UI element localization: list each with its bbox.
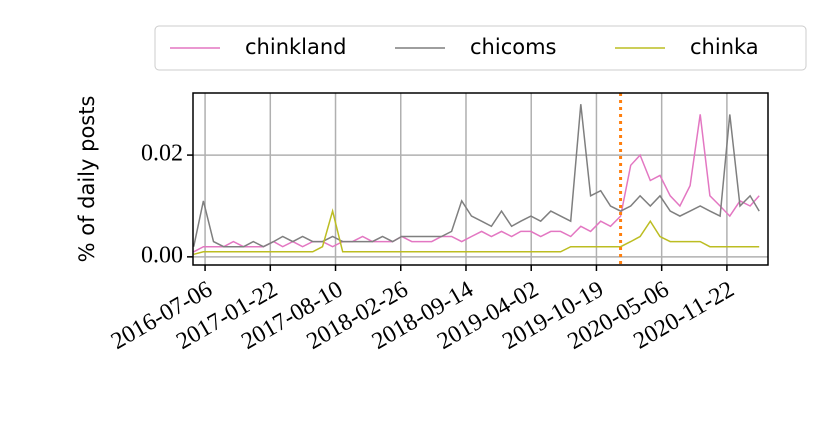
series-line <box>192 104 760 248</box>
legend-box <box>154 25 807 71</box>
plot-frame <box>192 92 769 266</box>
series-line <box>193 208 760 256</box>
series-line <box>193 114 760 253</box>
y-tick-label: 0.02 <box>141 141 183 167</box>
legend-label: chinka <box>690 35 759 59</box>
y-tick-label: 0.00 <box>141 242 183 268</box>
legend-label: chicoms <box>470 35 556 59</box>
y-axis-label: % of daily posts <box>75 96 99 263</box>
legend-label: chinkland <box>245 35 347 59</box>
